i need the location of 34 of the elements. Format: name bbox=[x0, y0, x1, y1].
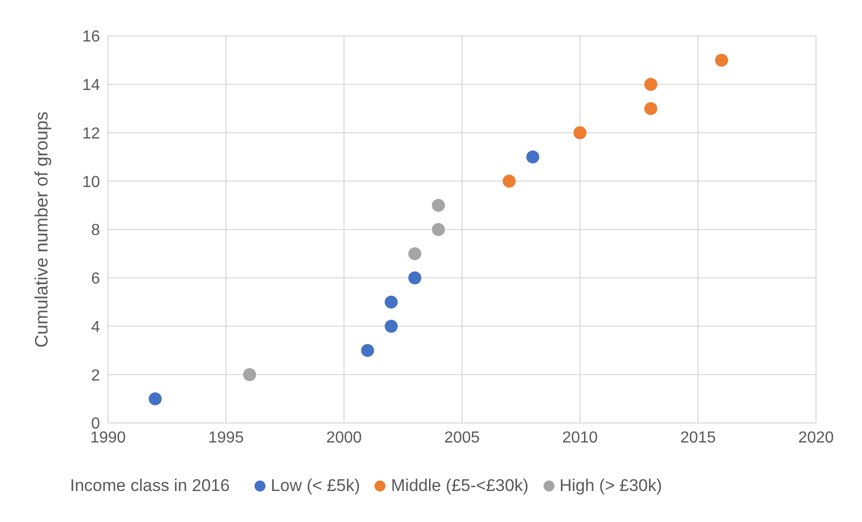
point bbox=[432, 198, 445, 212]
point bbox=[408, 271, 422, 284]
point bbox=[384, 320, 398, 333]
point bbox=[432, 223, 445, 236]
point bbox=[408, 247, 422, 260]
legend-title: Income class in 2016 bbox=[70, 476, 230, 496]
legend-label: Low (< £5k) bbox=[270, 476, 360, 496]
y-tick-label: 4 bbox=[91, 318, 100, 336]
legend-label: Middle (£5-<£30k) bbox=[391, 476, 528, 496]
x-tick-label: 2010 bbox=[562, 429, 598, 446]
x-tick-label: 2015 bbox=[680, 429, 716, 446]
point bbox=[502, 174, 516, 188]
point bbox=[644, 78, 658, 91]
y-tick-label: 6 bbox=[91, 270, 100, 288]
y-tick-label: 8 bbox=[91, 222, 100, 240]
y-tick-label: 10 bbox=[82, 174, 100, 191]
y-tick-label: 2 bbox=[91, 367, 100, 384]
y-tick-label: 14 bbox=[82, 77, 100, 94]
y-tick-label: 16 bbox=[82, 28, 100, 46]
point bbox=[148, 392, 162, 406]
point bbox=[574, 126, 586, 140]
point bbox=[243, 368, 256, 382]
x-tick-label: 2020 bbox=[798, 429, 834, 446]
x-tick-label: 1995 bbox=[208, 429, 244, 446]
x-tick-label: 2005 bbox=[444, 429, 480, 446]
x-tick-label: 2000 bbox=[326, 429, 362, 446]
y-tick-label: 12 bbox=[82, 125, 100, 142]
point bbox=[384, 296, 398, 309]
point bbox=[644, 102, 658, 116]
legend-label: High (> £30k) bbox=[560, 476, 662, 496]
point bbox=[361, 344, 374, 357]
point bbox=[715, 54, 728, 67]
y-axis-title: Cumulative number of groups bbox=[31, 111, 52, 348]
point bbox=[526, 150, 540, 164]
